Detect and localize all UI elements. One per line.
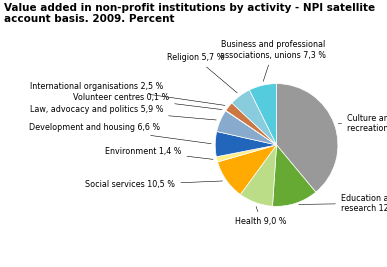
Wedge shape: [226, 111, 277, 145]
Wedge shape: [215, 132, 277, 157]
Text: Business and professional
associations, unions 7,3 %: Business and professional associations, …: [221, 40, 327, 81]
Wedge shape: [250, 84, 277, 145]
Text: Culture and
recreation 39,0 %: Culture and recreation 39,0 %: [338, 114, 387, 133]
Text: Education and
research 12,1 %: Education and research 12,1 %: [299, 194, 387, 213]
Wedge shape: [277, 84, 338, 192]
Text: Religion 5,7 %: Religion 5,7 %: [167, 53, 237, 93]
Text: Development and housing 6,6 %: Development and housing 6,6 %: [29, 123, 211, 144]
Wedge shape: [216, 145, 277, 162]
Wedge shape: [217, 111, 277, 145]
Wedge shape: [240, 145, 277, 206]
Wedge shape: [217, 145, 277, 195]
Wedge shape: [272, 145, 316, 206]
Wedge shape: [232, 90, 277, 145]
Wedge shape: [226, 103, 277, 145]
Text: Environment 1,4 %: Environment 1,4 %: [105, 147, 213, 159]
Text: Health 9,0 %: Health 9,0 %: [235, 206, 287, 226]
Text: Value added in non-profit institutions by activity - NPI satellite
account basis: Value added in non-profit institutions b…: [4, 3, 375, 24]
Text: Social services 10,5 %: Social services 10,5 %: [85, 180, 223, 189]
Text: Law, advocacy and politics 5,9 %: Law, advocacy and politics 5,9 %: [29, 105, 216, 120]
Text: Volunteer centres 0,1 %: Volunteer centres 0,1 %: [73, 93, 222, 109]
Text: International organisations 2,5 %: International organisations 2,5 %: [30, 82, 225, 105]
